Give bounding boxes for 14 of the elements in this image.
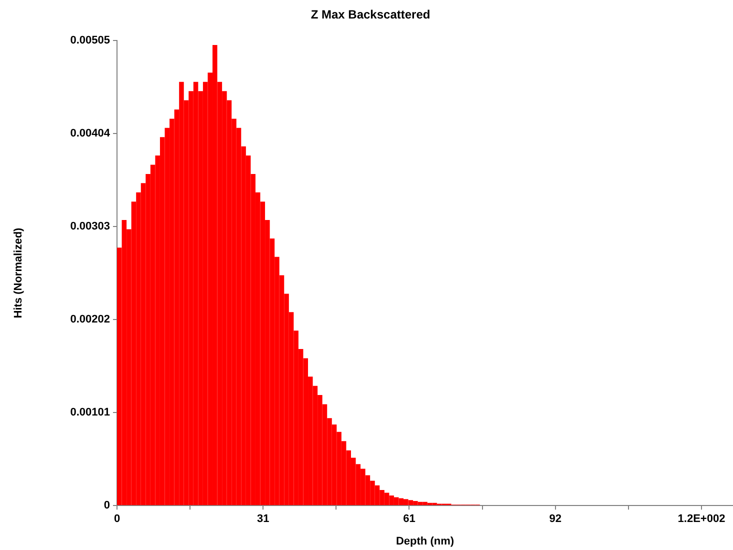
- y-tick-label: 0.00505: [70, 34, 110, 46]
- x-tick-label: 1.2E+002: [678, 513, 726, 526]
- y-axis-title: Hits (Normalized): [12, 227, 25, 318]
- x-axis-title: Depth (nm): [396, 535, 454, 548]
- y-tick-label: 0.00303: [70, 220, 110, 233]
- y-tick-label: 0.00101: [70, 406, 110, 419]
- y-tick-label: 0.00404: [70, 127, 111, 140]
- chart-title: Z Max Backscattered: [310, 8, 430, 22]
- x-tick-label: 0: [114, 513, 120, 526]
- x-tick-label: 92: [549, 513, 562, 526]
- x-tick-label: 61: [403, 513, 416, 526]
- x-tick-label: 31: [256, 513, 270, 526]
- y-tick-label: 0.00202: [70, 314, 110, 326]
- y-tick-label: 0: [104, 500, 110, 512]
